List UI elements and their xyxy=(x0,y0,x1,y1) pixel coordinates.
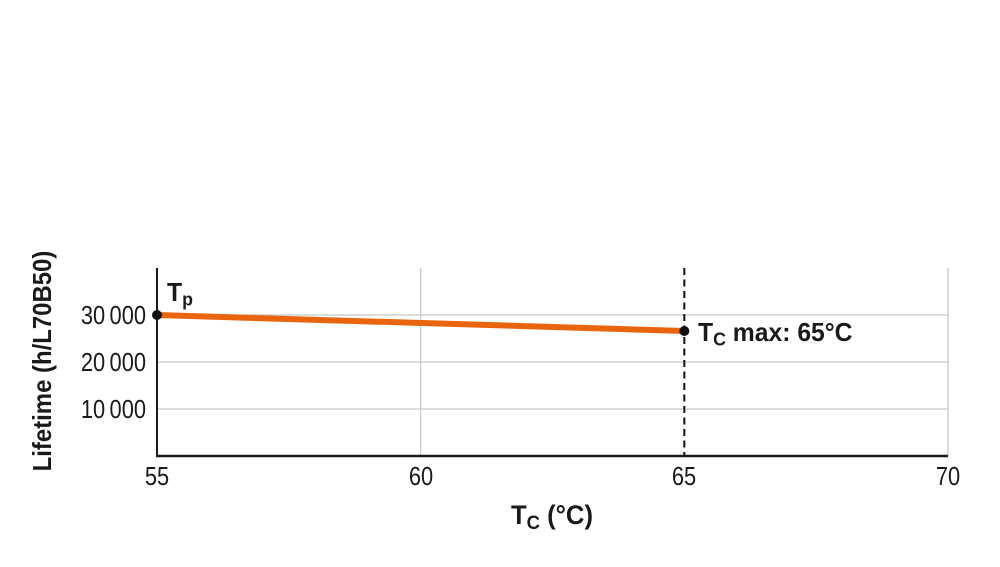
y-tick-10000: 10 000 xyxy=(80,394,146,424)
y-tick-30000: 30 000 xyxy=(80,300,146,330)
x-axis-title: TC (°C) xyxy=(438,500,666,538)
data-point xyxy=(679,325,690,336)
y-tick-20000: 20 000 xyxy=(80,347,146,377)
x-axis-title-symbol: T xyxy=(510,500,527,530)
tp-annotation-symbol: T xyxy=(167,277,183,307)
data-point xyxy=(152,310,162,320)
x-tick-70: 70 xyxy=(935,461,961,491)
tp-annotation-subscript: p xyxy=(182,288,193,310)
tc-max-annotation-symbol: T xyxy=(698,317,714,347)
x-tick-55: 55 xyxy=(144,461,170,491)
tp-annotation: Tp xyxy=(167,277,193,315)
x-tick-65: 65 xyxy=(671,461,697,491)
x-axis-title-subscript: C xyxy=(526,511,541,534)
tc-max-annotation: TC max: 65°C xyxy=(698,317,853,355)
tc-max-annotation-text: max: 65°C xyxy=(725,317,853,347)
x-axis-title-unit: (°C) xyxy=(540,500,593,530)
lifetime-line xyxy=(154,312,688,334)
tc-max-annotation-subscript: C xyxy=(713,328,726,350)
x-tick-60: 60 xyxy=(408,461,434,491)
